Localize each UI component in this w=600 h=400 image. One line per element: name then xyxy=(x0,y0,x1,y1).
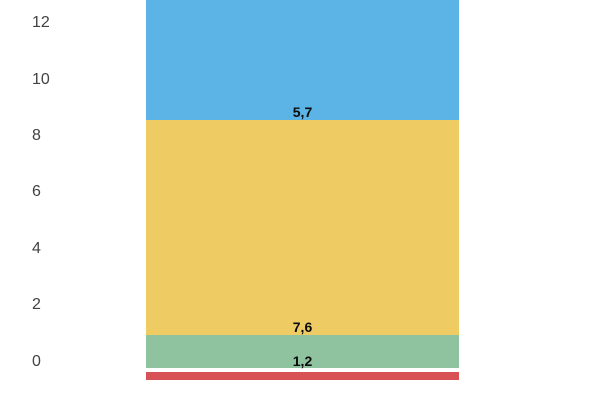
y-tick-label-0: 0 xyxy=(32,352,41,370)
y-tick-label-8: 8 xyxy=(32,126,41,144)
y-tick-label-4: 4 xyxy=(32,239,41,257)
value-label-yellow: 7,6 xyxy=(292,318,313,335)
value-label-blue: 5,7 xyxy=(292,104,313,121)
bar-segment-blue[interactable] xyxy=(146,0,459,121)
y-tick-label-12: 12 xyxy=(32,14,50,32)
value-label-green: 1,2 xyxy=(292,352,313,369)
bar-segment-yellow[interactable] xyxy=(146,120,459,335)
bar-segment-green[interactable] xyxy=(146,334,459,369)
bar-segment-red[interactable] xyxy=(146,371,459,380)
y-tick-label-2: 2 xyxy=(32,296,41,314)
y-tick-label-10: 10 xyxy=(32,70,50,88)
y-tick-label-6: 6 xyxy=(32,183,41,201)
